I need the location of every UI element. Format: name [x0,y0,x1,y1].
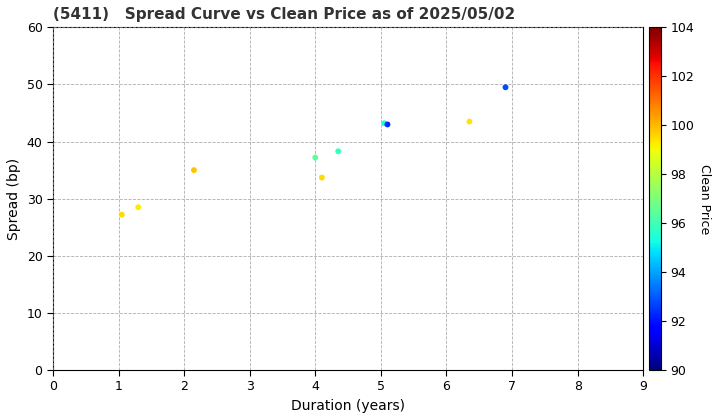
Point [333,148,344,155]
Point [310,154,321,161]
Point [132,204,144,210]
Point [382,121,393,128]
Point [379,120,390,126]
Point [188,167,199,173]
X-axis label: Duration (years): Duration (years) [291,399,405,413]
Point [464,118,475,125]
Point [316,174,328,181]
Y-axis label: Clean Price: Clean Price [698,163,711,234]
Point [500,84,511,91]
Point [116,211,127,218]
Y-axis label: Spread (bp): Spread (bp) [7,158,21,240]
Text: (5411)   Spread Curve vs Clean Price as of 2025/05/02: (5411) Spread Curve vs Clean Price as of… [53,7,516,22]
